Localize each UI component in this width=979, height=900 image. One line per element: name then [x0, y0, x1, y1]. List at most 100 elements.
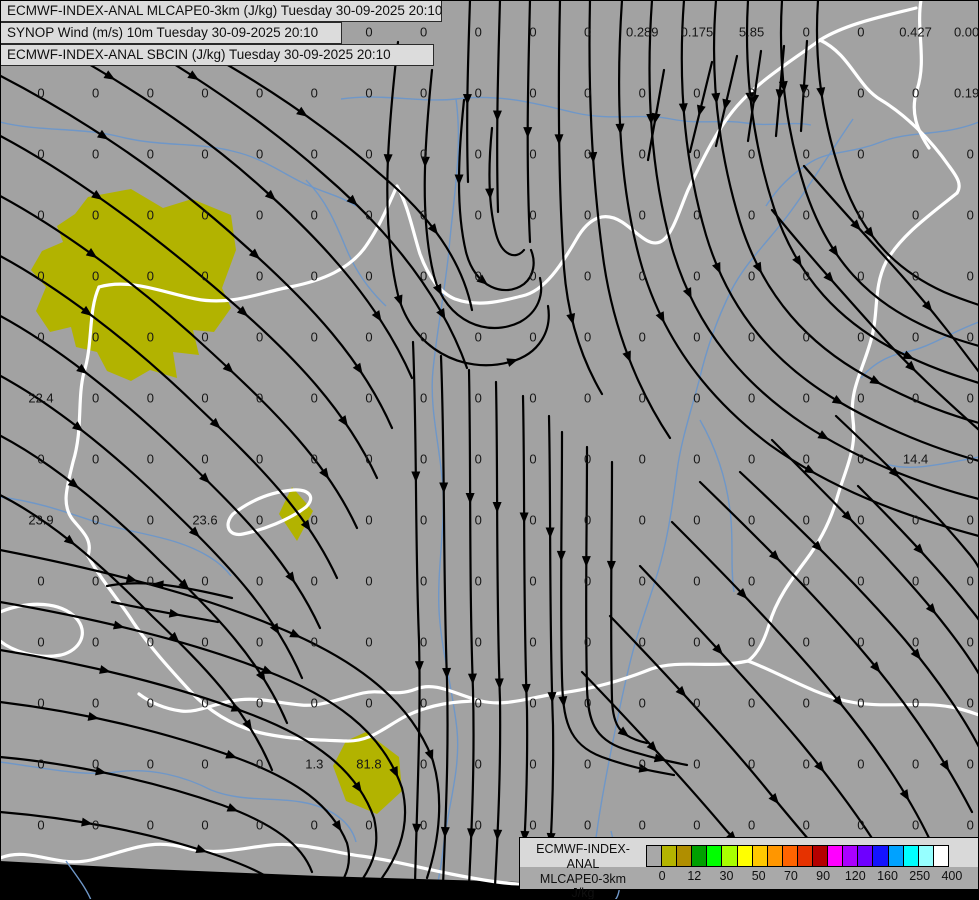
colorbar-swatches — [646, 845, 949, 867]
grid-zero-label: 0 — [201, 696, 208, 711]
streamline-arrowhead — [712, 261, 721, 274]
grid-zero-label: 0 — [693, 513, 700, 528]
grid-zero-label: 0 — [311, 574, 318, 589]
grid-zero-label: 0 — [967, 513, 974, 528]
wind-streamline — [588, 0, 672, 440]
grid-zero-label: 0 — [584, 574, 591, 589]
grid-zero-label: 0 — [201, 452, 208, 467]
colorbar-swatch — [766, 845, 783, 867]
colorbar-swatch — [646, 845, 663, 867]
streamline-arrowhead — [178, 578, 190, 590]
grid-zero-label: 0 — [748, 452, 755, 467]
grid-zero-label: 0 — [967, 208, 974, 223]
river-line — [340, 96, 812, 126]
legend-model-name: ECMWF-INDEX-ANAL — [536, 842, 630, 871]
grid-zero-label: 0 — [639, 208, 646, 223]
grid-zero-label: 0 — [803, 513, 810, 528]
grid-zero-label: 0 — [92, 86, 99, 101]
wind-streamline — [670, 520, 932, 842]
grid-zero-label: 0 — [693, 757, 700, 772]
streamline-arrowhead — [338, 415, 349, 427]
streamline-arrowhead — [494, 678, 504, 690]
colorbar-swatch — [872, 845, 889, 867]
streamline-arrowhead — [454, 174, 464, 186]
grid-zero-label: 0 — [201, 330, 208, 345]
grid-zero-label: 0 — [693, 147, 700, 162]
wind-streamline — [856, 484, 979, 622]
wind-streamline — [815, 0, 979, 307]
grid-zero-label: 0 — [639, 757, 646, 772]
grid-zero-label: 0 — [803, 147, 810, 162]
grid-zero-label: 0 — [311, 818, 318, 833]
streamline-arrowhead — [289, 628, 302, 638]
grid-zero-label: 0 — [639, 269, 646, 284]
streamline-arrowhead — [393, 294, 403, 307]
streamline-arrowhead — [547, 691, 557, 704]
wind-streamline — [488, 126, 526, 257]
streamline-arrowhead — [675, 685, 687, 698]
country-border — [818, 38, 961, 195]
wind-streamline — [105, 582, 234, 600]
grid-zero-label: 0 — [584, 696, 591, 711]
wind-streamline — [0, 74, 394, 430]
grid-zero-label: 0 — [37, 269, 44, 284]
colorbar-tick: 0 — [658, 869, 666, 883]
streamline-arrowhead — [823, 271, 835, 283]
grid-zero-label: 0 — [912, 208, 919, 223]
streamline-arrowhead — [432, 283, 442, 296]
streamline-arrowhead — [558, 695, 568, 708]
grid-zero-label: 0 — [475, 635, 482, 650]
grid-zero-label: 0 — [857, 147, 864, 162]
grid-zero-label: 0 — [639, 818, 646, 833]
colorbar-swatch — [781, 845, 798, 867]
wind-streamline — [0, 434, 289, 725]
streamline-arrowhead — [888, 466, 900, 478]
wind-streamline — [493, 380, 502, 888]
streamline-arrowhead — [465, 493, 475, 505]
grid-zero-label: 0 — [475, 86, 482, 101]
grid-zero-label: 0 — [857, 86, 864, 101]
grid-zero-label: 0 — [693, 452, 700, 467]
streamline-arrowhead — [351, 781, 362, 793]
country-border — [226, 488, 313, 537]
grid-zero-label: 0 — [37, 574, 44, 589]
streamline-arrowhead — [816, 87, 826, 99]
streamline-arrowhead — [209, 417, 221, 429]
grid-zero-label: 0 — [37, 147, 44, 162]
grid-zero-label: 0 — [201, 86, 208, 101]
colorbar-tick-labels: 0 12 30 50 70 90 120 160 250 400 — [646, 869, 976, 885]
grid-zero-label: 0 — [92, 147, 99, 162]
streamline-arrowhead — [113, 620, 125, 630]
streamline-arrowhead — [545, 527, 555, 539]
grid-zero-label: 0 — [584, 208, 591, 223]
streamline-arrowhead — [711, 92, 721, 105]
grid-zero-label: 0 — [803, 452, 810, 467]
streamline-arrowhead — [638, 763, 651, 773]
streamline-arrowhead — [296, 106, 308, 117]
grid-zero-label: 0 — [365, 86, 372, 101]
grid-zero-label: 0 — [529, 757, 536, 772]
grid-zero-label: 0 — [912, 635, 919, 650]
grid-zero-label: 0 — [748, 86, 755, 101]
streamline-arrowhead — [230, 703, 243, 712]
grid-zero-label: 0 — [529, 86, 536, 101]
streamline-arrowhead — [775, 89, 785, 101]
streamline-arrowhead — [646, 741, 658, 753]
grid-zero-label: 0 — [584, 818, 591, 833]
colorbar-swatch — [721, 845, 738, 867]
grid-zero-label: 0 — [912, 86, 919, 101]
grid-zero-label: 0 — [803, 635, 810, 650]
grid-zero-label: 0 — [912, 330, 919, 345]
grid-zero-label: 0 — [584, 147, 591, 162]
country-border — [746, 191, 959, 663]
colorbar-tick: 50 — [751, 869, 766, 883]
wind-streamline — [0, 374, 304, 680]
colorbar-swatch — [932, 845, 949, 867]
streamline-arrowhead — [467, 828, 477, 840]
grid-zero-label: 0 — [803, 269, 810, 284]
grid-zero-label: 0 — [147, 452, 154, 467]
river-line — [588, 118, 854, 887]
colorbar-legend: ECMWF-INDEX-ANAL MLCAPE0-3km J/kg 0 12 30 5… — [519, 837, 979, 900]
streamline-arrowhead — [99, 665, 111, 674]
